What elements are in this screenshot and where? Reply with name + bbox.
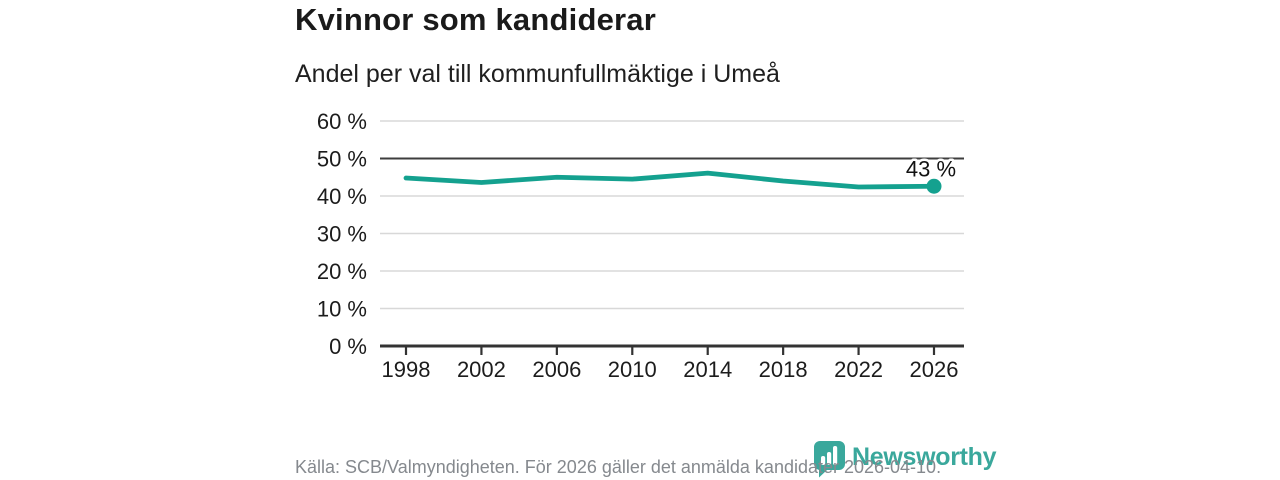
end-point-dot: [926, 178, 942, 194]
chart-title: Kvinnor som kandiderar: [295, 2, 656, 37]
x-tick-label: 1998: [382, 357, 431, 382]
logo-bar-medium: [827, 452, 832, 465]
y-tick-label: 30 %: [317, 222, 367, 247]
newsworthy-chart-bubble-icon: [813, 440, 846, 478]
newsworthy-logo: Newsworthy: [813, 440, 997, 478]
x-tick-label: 2026: [910, 357, 959, 382]
y-tick-label: 20 %: [317, 259, 367, 284]
y-tick-label: 60 %: [317, 109, 367, 134]
y-tick-label: 10 %: [317, 297, 367, 322]
x-tick-label: 2010: [608, 357, 657, 382]
y-tick-label: 0 %: [329, 334, 367, 359]
logo-bar-tall: [833, 446, 838, 465]
x-tick-label: 2006: [532, 357, 581, 382]
chart-subtitle: Andel per val till kommunfullmäktige i U…: [295, 60, 780, 88]
y-tick-label: 50 %: [317, 147, 367, 172]
x-tick-label: 2002: [457, 357, 506, 382]
source-note: Källa: SCB/Valmyndigheten. För 2026 gäll…: [295, 457, 942, 477]
x-tick-label: 2022: [834, 357, 883, 382]
line-chart: 0 % 10 % 20 % 30 % 40 % 50 % 60 % 1998 2002 2006 2…: [317, 109, 964, 382]
newsworthy-logo-text: Newsworthy: [852, 443, 997, 471]
data-line: [403, 170, 937, 190]
end-point-label: 43 %: [906, 156, 956, 181]
y-tick-label: 40 %: [317, 184, 367, 209]
x-tick-label: 2018: [759, 357, 808, 382]
logo-bar-short: [821, 456, 826, 465]
x-tick-label: 2014: [683, 357, 732, 382]
